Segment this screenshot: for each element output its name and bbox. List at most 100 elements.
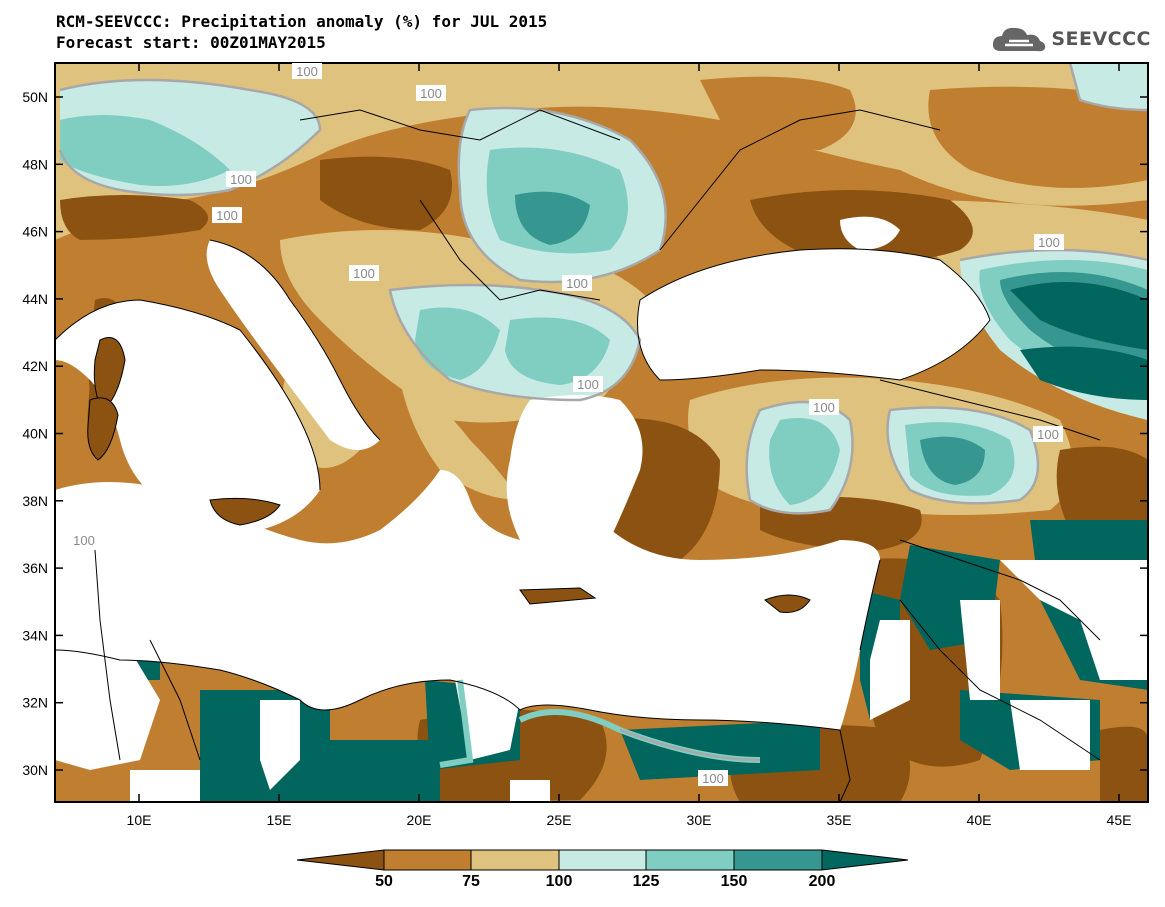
contour-label: 100 <box>566 276 588 291</box>
field-east-turkey-very-wet <box>920 436 985 485</box>
map-frame <box>54 62 1149 803</box>
masked-libya <box>260 700 300 790</box>
masked-arabia <box>1010 700 1090 770</box>
contour-label: 100 <box>230 172 252 187</box>
field-ukraine-dry <box>700 76 856 150</box>
lon-tick-label: 15E <box>267 812 292 828</box>
contour-label: 100 <box>1038 235 1060 250</box>
lon-tick-label: 35E <box>827 812 852 828</box>
longitude-axis: 10E 15E 20E 25E 30E 35E 40E 45E <box>127 63 1132 828</box>
field-alps-wetter <box>60 115 230 186</box>
masked-cyrenaica <box>455 680 520 760</box>
contour-label-bg <box>809 399 839 415</box>
field-georgia-extreme <box>1020 346 1148 400</box>
adriatic-sea <box>206 240 380 450</box>
masked-algeria <box>55 650 160 770</box>
azov-sea <box>840 216 900 250</box>
colorbar-label: 200 <box>808 873 836 890</box>
colorbar-label: 150 <box>720 873 748 890</box>
contour-label: 100 <box>216 208 238 223</box>
lat-tick-label: 44N <box>22 291 48 307</box>
contour-label: 100 <box>577 377 599 392</box>
field-russia-dry <box>928 86 1148 188</box>
contour-label-bg <box>562 275 592 291</box>
seevccc-logo: SEEVCCC <box>991 22 1151 56</box>
contour-labels: 100 100 100 100 100 100 100 100 100 100 100 100 <box>69 63 1064 786</box>
field-romania-very-wet <box>515 191 590 245</box>
lat-tick-label: 48N <box>22 156 48 172</box>
lon-tick-label: 10E <box>127 812 152 828</box>
contour-label-bg <box>1034 234 1064 250</box>
masked-libya-south <box>130 770 200 802</box>
contour-label: 100 <box>702 771 724 786</box>
field-serbia-wetter <box>415 307 500 380</box>
lon-tick-label: 25E <box>547 812 572 828</box>
contour-label-bg <box>573 376 603 392</box>
lat-tick-label: 38N <box>22 493 48 509</box>
lat-tick-label: 34N <box>22 627 48 643</box>
colorbar-segment <box>470 849 560 871</box>
mediterranean-sea <box>55 470 880 730</box>
colorbar-low-arrow <box>296 849 385 871</box>
contour-label: 100 <box>73 533 95 548</box>
lon-tick-label: 20E <box>407 812 432 828</box>
field-pannonia-very-dry <box>320 156 452 230</box>
lon-tick-label: 45E <box>1107 812 1132 828</box>
contour-label: 100 <box>420 86 442 101</box>
lon-tick-label: 40E <box>967 812 992 828</box>
colorbar-high-arrow <box>821 849 909 871</box>
colorbar-segment <box>558 849 647 871</box>
colorbar <box>296 849 909 871</box>
lat-tick-label: 42N <box>22 358 48 374</box>
colorbar-segment <box>645 849 735 871</box>
lon-tick-label: 30E <box>687 812 712 828</box>
contour-label: 100 <box>1037 427 1059 442</box>
lat-tick-label: 46N <box>22 224 48 240</box>
masked-egypt-west <box>510 780 550 802</box>
contour-label-bg <box>292 63 322 79</box>
field-anatolia-wetter <box>769 418 840 505</box>
islands <box>87 337 811 613</box>
contour-label-bg <box>69 532 99 548</box>
colorbar-label: 50 <box>375 873 393 890</box>
field-libya-extreme-2 <box>330 740 440 802</box>
aegean-sea <box>506 395 643 563</box>
field-greece-dry <box>400 380 520 500</box>
map-title: RCM-SEEVCCC: Precipitation anomaly (%) f… <box>56 12 548 31</box>
masked-syria <box>960 600 1000 700</box>
logo-text: SEEVCCC <box>1051 28 1151 50</box>
field-bulgaria-wetter <box>505 317 610 385</box>
latitude-axis: 50N 48N 46N 44N 42N 40N 38N 36N 34N 32N 30N <box>22 89 1148 778</box>
contour-label-bg <box>212 207 242 223</box>
lat-tick-label: 36N <box>22 560 48 576</box>
field-alps-very-dry <box>60 195 208 240</box>
colorbar-segment <box>733 849 823 871</box>
contour-label-bg <box>1033 426 1063 442</box>
lat-tick-label: 32N <box>22 695 48 711</box>
masked-levant <box>870 620 910 720</box>
contour-label-bg <box>416 85 446 101</box>
lat-tick-label: 30N <box>22 762 48 778</box>
lat-tick-label: 40N <box>22 426 48 442</box>
contour-label-bg <box>698 770 728 786</box>
colorbar-label: 125 <box>632 873 660 890</box>
contour-label: 100 <box>353 266 375 281</box>
anomaly-field <box>55 63 1148 802</box>
masked-iraq <box>1000 560 1148 680</box>
field-ne-wet <box>1070 63 1148 110</box>
field-caucasus-extreme <box>1010 282 1148 350</box>
forecast-start-subtitle: Forecast start: 00Z01MAY2015 <box>56 33 326 52</box>
colorbar-label: 75 <box>462 873 480 890</box>
field-arabia-very-dry <box>1100 726 1148 802</box>
black-sea <box>637 248 990 380</box>
contour-label: 100 <box>296 64 318 79</box>
contour-label-bg <box>226 171 256 187</box>
contour-label-bg <box>349 265 379 281</box>
field-egypt-extreme <box>620 720 820 780</box>
contour-label: 100 <box>813 400 835 415</box>
colorbar-label: 100 <box>545 873 573 890</box>
colorbar-segment <box>383 849 472 871</box>
fringe-cyrenaica <box>439 679 474 768</box>
cloud-logo-icon <box>993 27 1046 52</box>
